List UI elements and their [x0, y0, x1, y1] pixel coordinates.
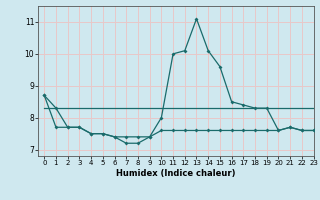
X-axis label: Humidex (Indice chaleur): Humidex (Indice chaleur) [116, 169, 236, 178]
